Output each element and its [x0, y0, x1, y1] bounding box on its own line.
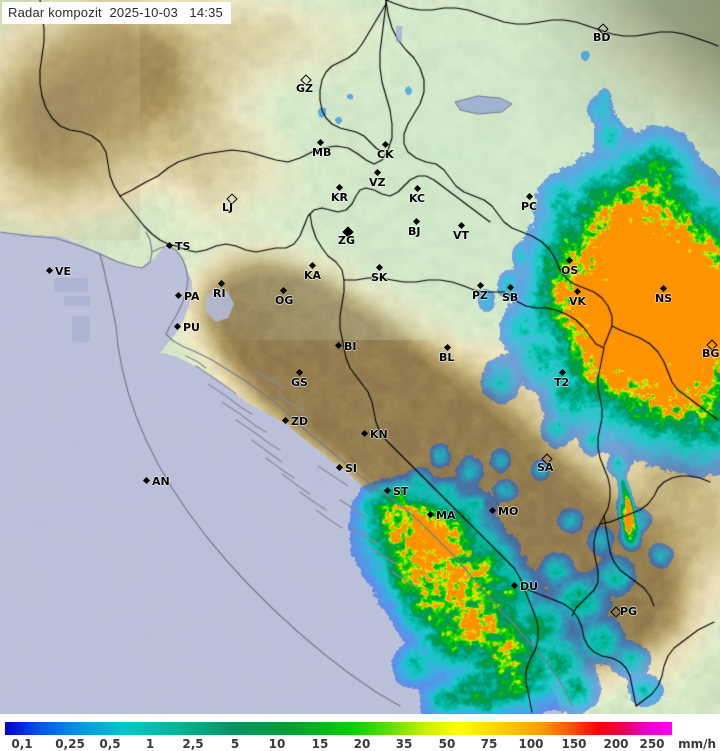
city-label: BL: [439, 351, 455, 364]
legend: mm/h 0,1 0,25 0,5 1 2,5 5 10 15 20 35 50 75 100 150 20…: [0, 714, 720, 751]
legend-tick: 0,5: [99, 737, 121, 751]
legend-tick: 5: [230, 737, 240, 751]
legend-tick: 0,1: [11, 737, 33, 751]
legend-tick: 75: [480, 737, 498, 751]
map-viewport[interactable]: [0, 0, 720, 714]
legend-tick: 10: [268, 737, 286, 751]
city-label: MB: [312, 146, 332, 159]
legend-tick: 2,5: [182, 737, 204, 751]
city-label: SK: [371, 271, 388, 284]
city-label: PC: [521, 200, 538, 213]
city-label: LJ: [222, 201, 234, 214]
city-label: ST: [393, 485, 409, 498]
city-label: ZG: [338, 234, 356, 247]
legend-unit: mm/h: [678, 737, 716, 751]
city-label: KN: [370, 428, 388, 441]
city-label: GZ: [296, 82, 314, 95]
legend-tick: 150: [561, 737, 587, 751]
city-label: SI: [345, 462, 358, 475]
city-label: VT: [453, 229, 470, 242]
city-label: PG: [620, 605, 638, 618]
legend-tick-labels: mm/h 0,1 0,25 0,5 1 2,5 5 10 15 20 35 50 75 100 150 20…: [0, 737, 720, 751]
city-label: BJ: [408, 225, 421, 238]
city-label: OS: [561, 264, 579, 277]
city-label: BG: [702, 347, 720, 360]
legend-tick: 50: [438, 737, 456, 751]
city-label: PU: [183, 321, 200, 334]
city-label: ZD: [291, 415, 309, 428]
legend-tick: 15: [311, 737, 329, 751]
city-label: KR: [331, 191, 348, 204]
city-label: OG: [275, 294, 294, 307]
radar-map-canvas[interactable]: [0, 0, 720, 714]
city-label: RI: [213, 287, 226, 300]
city-label: VZ: [369, 176, 386, 189]
city-label: KC: [409, 192, 426, 205]
city-label: PA: [184, 290, 200, 303]
city-label: NS: [655, 292, 673, 305]
legend-color-bar: [5, 722, 672, 735]
page-title: Radar kompozit 2025-10-03 14:35: [2, 2, 231, 24]
city-label: GS: [291, 376, 308, 389]
city-label: SB: [502, 291, 519, 304]
city-label: DU: [520, 580, 539, 593]
legend-tick: 200: [603, 737, 629, 751]
legend-tick: 0,25: [55, 737, 85, 751]
city-label: BD: [593, 31, 611, 44]
city-label: SA: [537, 461, 554, 474]
city-label: PZ: [472, 289, 489, 302]
legend-tick: 250: [639, 737, 665, 751]
city-label: KA: [304, 269, 322, 282]
city-label: T2: [554, 376, 570, 389]
city-label: VK: [569, 295, 587, 308]
city-label: AN: [152, 475, 170, 488]
legend-tick: 100: [518, 737, 544, 751]
city-label: MO: [498, 505, 519, 518]
city-label: BI: [344, 340, 357, 353]
legend-tick: 35: [395, 737, 413, 751]
city-label: MA: [436, 509, 456, 522]
legend-tick: 1: [145, 737, 155, 751]
city-label: VE: [55, 265, 72, 278]
city-label: CK: [377, 148, 394, 161]
city-label: TS: [175, 240, 191, 253]
legend-tick: 20: [353, 737, 371, 751]
